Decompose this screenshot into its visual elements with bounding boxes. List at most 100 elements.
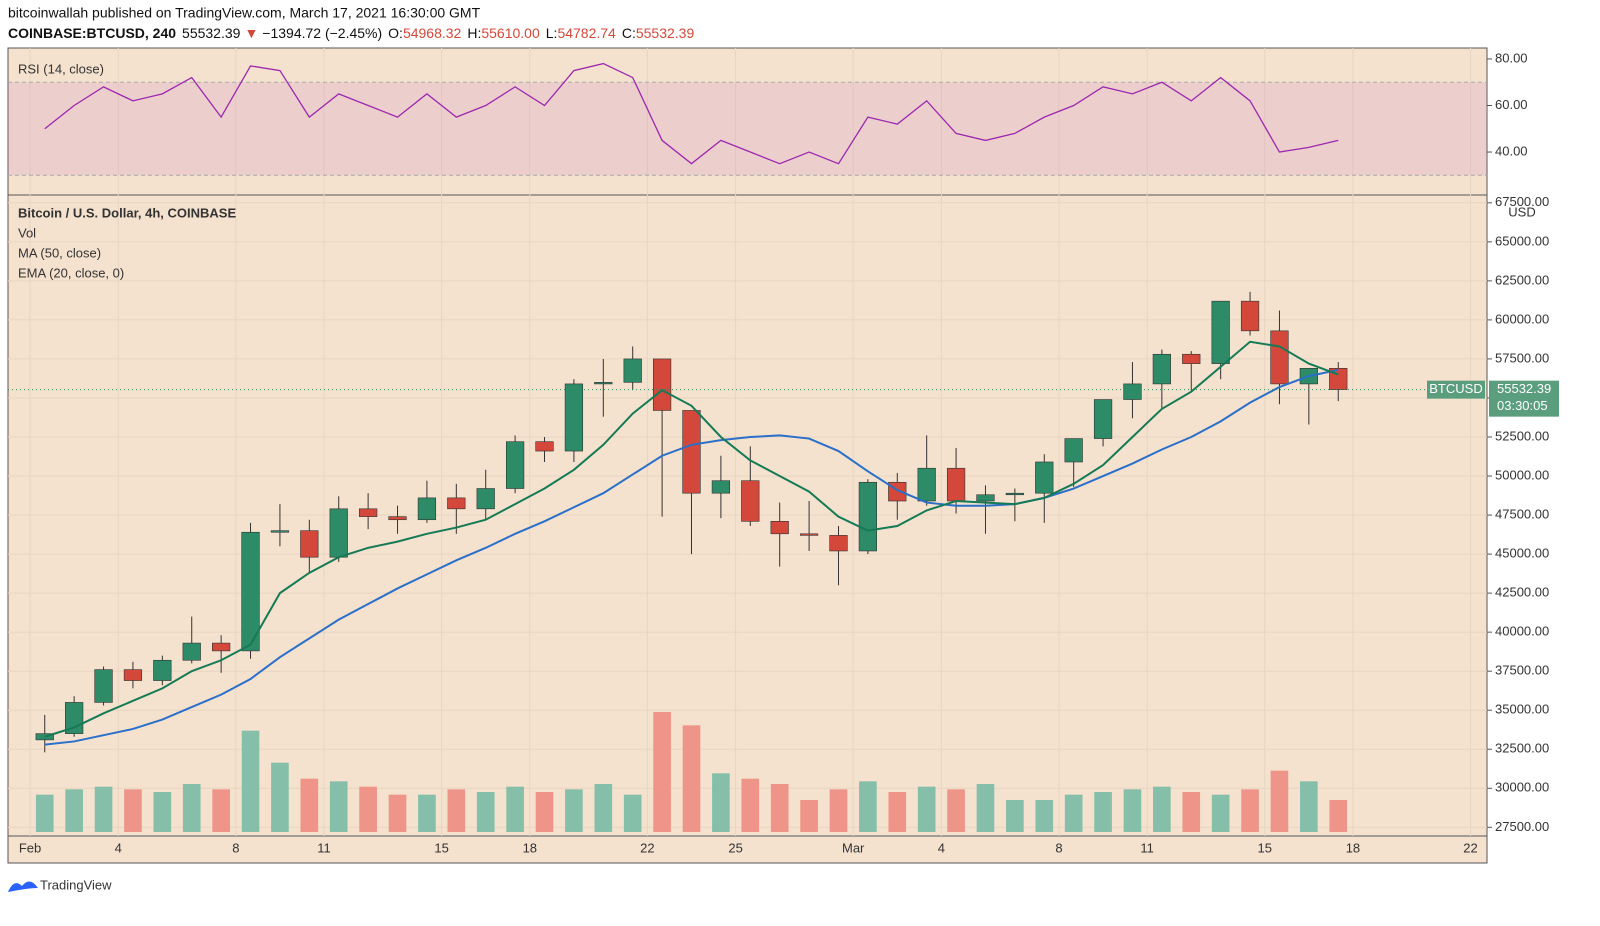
chart-title: Bitcoin / U.S. Dollar, 4h, COINBASE <box>18 205 236 220</box>
volume-bar <box>976 784 995 832</box>
volume-bar <box>1006 800 1024 832</box>
arrow: ▼ <box>244 25 258 41</box>
symbol-tag-text: BTCUSD <box>1429 381 1482 396</box>
volume-bar <box>153 792 172 832</box>
volume-bar <box>1241 789 1259 832</box>
volume-legend: Vol <box>18 225 36 240</box>
volume-bar <box>712 773 730 832</box>
candle-body <box>359 508 378 517</box>
y-tick-label: 47500.00 <box>1495 506 1549 521</box>
x-tick-label: Feb <box>19 840 41 855</box>
volume-bar <box>917 786 936 832</box>
plot-bg <box>7 47 1488 864</box>
candle-body <box>1093 399 1113 439</box>
candle-body <box>123 669 143 681</box>
volume-bar <box>1300 781 1318 832</box>
candle-body <box>652 358 672 411</box>
x-tick-label: 4 <box>115 840 122 855</box>
x-tick-label: 25 <box>728 840 742 855</box>
candle-body <box>711 480 731 494</box>
volume-bar <box>829 789 848 832</box>
candle-body <box>1152 353 1171 385</box>
y-tick-label: 35000.00 <box>1495 702 1549 717</box>
price-tag <box>1489 380 1559 417</box>
x-tick-label: 22 <box>1463 840 1477 855</box>
candle-body <box>1182 353 1201 364</box>
logo-text: TradingView <box>40 877 112 892</box>
candle-body <box>212 642 231 652</box>
symbol: COINBASE:BTCUSD, 240 <box>8 25 176 41</box>
volume-bar <box>770 784 789 832</box>
y-tick-label: 60000.00 <box>1495 311 1549 326</box>
volume-bar <box>1064 794 1083 832</box>
logo-icon <box>8 881 38 892</box>
candle-body <box>535 441 554 452</box>
volume-bar <box>418 794 436 832</box>
candle-body <box>388 516 407 521</box>
candle-body <box>858 481 878 552</box>
candle-body <box>564 383 584 452</box>
volume-bar <box>859 781 877 832</box>
volume-bar <box>1153 786 1171 832</box>
volume-bar <box>1094 792 1112 832</box>
candle-body <box>505 441 525 489</box>
y-tick-label: 45000.00 <box>1495 546 1549 561</box>
ema-line <box>44 340 1339 738</box>
volume-bar <box>182 784 201 832</box>
logo: TradingView <box>8 877 112 892</box>
volume-bar <box>888 792 907 832</box>
volume-bar <box>65 789 83 832</box>
volume-bar <box>124 789 142 832</box>
open: 54968.32 <box>403 25 462 41</box>
candle-body <box>1064 438 1083 463</box>
volume-bar <box>329 781 348 832</box>
candle-body <box>300 530 319 558</box>
candle-body <box>741 480 760 522</box>
y-tick-label: 30000.00 <box>1495 780 1549 795</box>
low: 54782.74 <box>557 25 616 41</box>
rsi-line <box>44 62 1339 165</box>
volume-bar <box>1211 794 1230 832</box>
volume-bar <box>623 794 642 832</box>
ema-legend: EMA (20, close, 0) <box>18 265 124 280</box>
x-tick-label: 18 <box>1346 840 1360 855</box>
c-label: C: <box>622 25 636 41</box>
candle-body <box>1123 383 1142 400</box>
volume-bar <box>271 762 289 832</box>
rsi-band <box>8 82 1487 176</box>
volume-bar <box>1182 792 1201 832</box>
x-tick-label: 18 <box>523 840 537 855</box>
volume-bar <box>1035 800 1054 832</box>
candle-body <box>94 669 113 703</box>
volume-bar <box>1270 770 1289 832</box>
y-tick-label: 27500.00 <box>1495 819 1549 834</box>
symbol-tag <box>1427 380 1485 399</box>
candle-body <box>1005 492 1024 496</box>
publisher: bitcoinwallah published on TradingView.c… <box>8 5 481 21</box>
candle-body <box>476 488 495 510</box>
volume-bar <box>359 786 377 832</box>
y-tick-label: 65000.00 <box>1495 233 1549 248</box>
candle-body <box>1240 300 1260 332</box>
volume-bar <box>94 786 113 832</box>
h-label: H: <box>467 25 481 41</box>
candle-body <box>1270 330 1289 385</box>
rsi-tick-label: 60.00 <box>1495 97 1528 112</box>
volume-bar <box>388 794 407 832</box>
candle-body <box>417 497 437 521</box>
x-tick-label: 8 <box>232 840 239 855</box>
price-tag-value: 55532.39 <box>1497 381 1551 396</box>
high: 55610.00 <box>481 25 540 41</box>
candle-body <box>182 642 201 661</box>
candle-body <box>329 508 348 558</box>
volume-bar <box>682 725 701 832</box>
candle-body <box>799 533 819 536</box>
l-label: L: <box>546 25 558 41</box>
candle-body <box>623 358 642 383</box>
ohlc-line: COINBASE:BTCUSD, 240 55532.39 ▼ −1394.72 (−… <box>8 25 694 41</box>
rsi-legend: RSI (14, close) <box>18 61 104 76</box>
candle-body <box>770 521 789 535</box>
x-tick-label: Mar <box>842 840 865 855</box>
candle-body <box>946 467 966 502</box>
